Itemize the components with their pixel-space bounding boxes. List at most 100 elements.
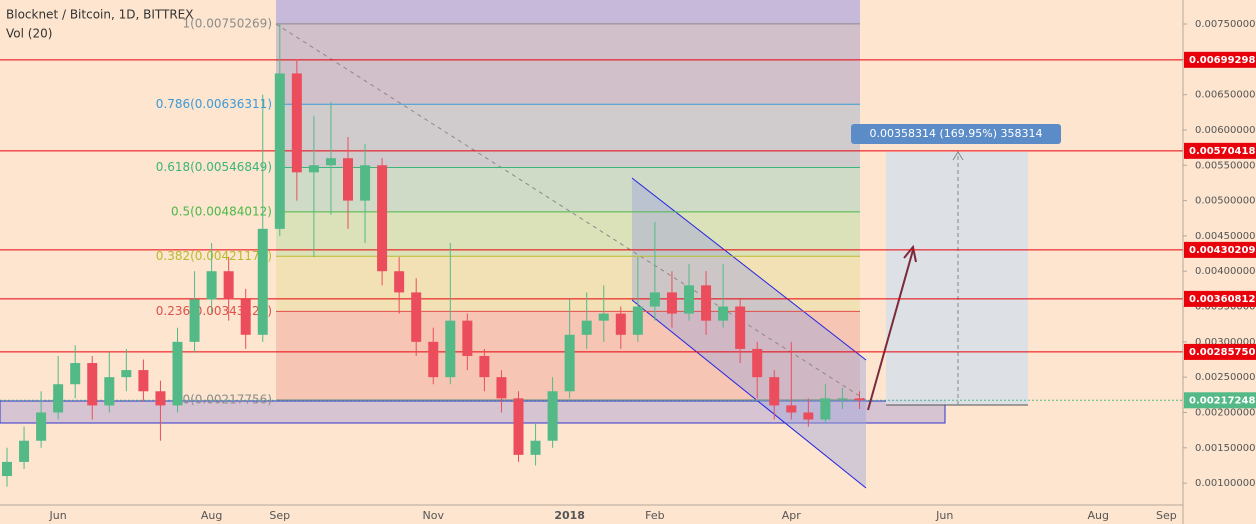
candle-body	[496, 377, 507, 399]
channel-bottom	[631, 299, 867, 489]
y-tick-label: 0.00650000	[1195, 90, 1255, 101]
measure-label-box	[851, 124, 1061, 144]
candle-body	[2, 461, 12, 477]
y-tick-label: 0.00250000	[1195, 372, 1255, 383]
fib-zone	[276, 256, 860, 312]
candle-body	[325, 158, 336, 166]
forecast-arrow-head	[903, 244, 917, 263]
candle-body	[530, 440, 541, 455]
chart-title: Blocknet / Bitcoin, 1D, BITTREX	[6, 8, 193, 22]
candle-body	[428, 341, 439, 378]
candle-body	[803, 412, 814, 420]
candle-body	[19, 440, 30, 462]
y-tick-label: 0.00150000	[1195, 443, 1255, 454]
candle-body	[666, 292, 677, 314]
x-tick-label: Apr	[782, 509, 802, 522]
candle-body	[87, 363, 98, 406]
x-tick-label: Jun	[49, 509, 67, 522]
fib-zone	[276, 23, 860, 105]
fib-label: 0(0.00217756)	[182, 392, 272, 406]
y-tick-label: 0.00750000	[1195, 19, 1255, 30]
axis-labels: 0.00100000 0.00150000 0.00200000 0.00250000…	[49, 19, 1256, 522]
candle-body	[837, 398, 848, 400]
y-tick-label: 0.00450000	[1195, 231, 1255, 242]
candle-body	[257, 228, 268, 335]
candle-body	[411, 292, 422, 342]
candle-body	[343, 158, 353, 201]
candle-body	[462, 320, 473, 356]
fib-label: 0.382(0.00421176)	[156, 249, 272, 263]
forecast-arrow	[867, 249, 914, 411]
candle-body	[752, 348, 763, 378]
candle-body	[223, 271, 234, 300]
measure-box	[886, 152, 1028, 405]
candle-body	[479, 355, 490, 378]
y-tick-label: 0.00400000	[1195, 266, 1255, 277]
x-tick-label: Jun	[935, 509, 953, 522]
x-tick-label: Sep	[269, 509, 290, 522]
price-level-badge	[1184, 343, 1256, 360]
y-tick-label: 0.00100000	[1195, 478, 1255, 489]
candle-body	[104, 377, 115, 406]
fib-label: 0.236(0.00343129)	[156, 304, 272, 318]
candle-body	[206, 271, 217, 300]
candle-body	[36, 412, 47, 441]
fib-top-box	[276, 0, 860, 24]
fib-label: 0.618(0.00546849)	[156, 160, 272, 174]
fib-zones	[276, 23, 860, 400]
candle-body	[189, 299, 200, 342]
candle-body	[377, 165, 388, 272]
candle-body	[155, 391, 166, 406]
candle-body	[564, 334, 575, 392]
y-tick-label: 0.00300000	[1195, 337, 1255, 348]
measure-arrow-head	[952, 151, 964, 161]
candle-body	[240, 299, 251, 335]
fib-label: 1(0.00750269)	[182, 16, 272, 30]
fib-label: 0.786(0.00636311)	[156, 97, 272, 111]
price-level-label: 0.00360812	[1189, 294, 1255, 305]
y-tick-label: 0.00200000	[1195, 407, 1255, 418]
candle-body	[360, 165, 371, 201]
fib-label: 0.5(0.00484012)	[171, 204, 272, 218]
x-tick-label: Sep	[1156, 509, 1177, 522]
price-level-label: 0.00570418	[1189, 146, 1255, 157]
candle-body	[581, 320, 592, 335]
candle-body	[274, 73, 285, 229]
price-level-label: 0.00285750	[1189, 347, 1255, 358]
candle-body	[820, 398, 831, 420]
x-tick-label: Nov	[423, 509, 445, 522]
candle-body	[394, 271, 405, 293]
fib-zone	[276, 104, 860, 168]
x-tick-label: 2018	[554, 509, 585, 522]
price-level-label: 0.00217248	[1189, 395, 1255, 406]
x-tick-label: Aug	[201, 509, 222, 522]
price-level-label: 0.00430209	[1189, 245, 1255, 256]
candles	[2, 24, 865, 487]
fib-zone	[276, 167, 860, 212]
x-tick-label: Feb	[645, 509, 664, 522]
price-level-badge	[1184, 51, 1256, 68]
price-level-label: 0.00699298	[1189, 55, 1255, 66]
price-level-badge	[1184, 142, 1256, 159]
candle-body	[121, 370, 132, 378]
candle-body	[701, 285, 712, 321]
price-level-badge	[1184, 392, 1256, 409]
candle-body	[684, 285, 694, 314]
fib-zone	[276, 211, 860, 257]
price-level-badge	[1184, 241, 1256, 258]
y-tick-label: 0.00600000	[1195, 125, 1255, 136]
y-tick-label: 0.00350000	[1195, 302, 1255, 313]
candle-body	[53, 384, 64, 413]
candle-body	[291, 73, 302, 173]
candle-body	[769, 377, 780, 406]
candle-body	[649, 292, 660, 307]
candle-body	[70, 363, 81, 385]
channel-fill	[632, 178, 866, 488]
candle-body	[445, 320, 456, 378]
x-tick-label: Aug	[1087, 509, 1108, 522]
candle-body	[718, 306, 729, 321]
candle-body	[632, 306, 643, 335]
candle-body	[615, 313, 626, 335]
